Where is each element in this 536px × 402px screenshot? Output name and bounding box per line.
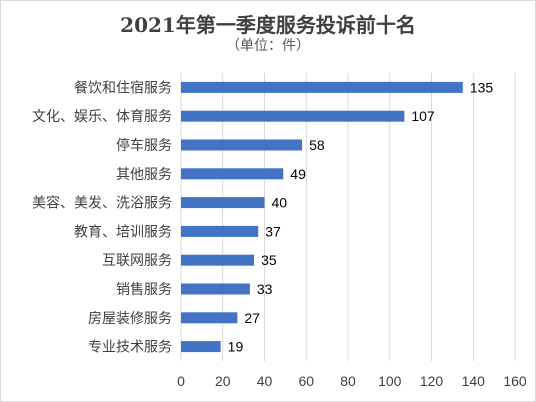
category-label-1: 文化、娱乐、体育服务: [32, 109, 172, 125]
category-label-6: 互联网服务: [102, 253, 172, 269]
data-label-6: 35: [261, 252, 277, 268]
data-label-9: 19: [228, 339, 244, 355]
data-label-7: 33: [257, 281, 273, 297]
x-tick-label-1: 20: [215, 373, 231, 389]
chart-subtitle: （单位：件）: [226, 38, 310, 54]
x-tick-label-3: 60: [298, 373, 314, 389]
category-label-7: 销售服务: [116, 282, 172, 298]
category-label-4: 美容、美发、洗浴服务: [32, 195, 172, 212]
bar-0: [181, 81, 463, 93]
category-label-0: 餐饮和住宿服务: [74, 79, 172, 96]
x-tick-label-0: 0: [177, 373, 185, 389]
data-label-2: 58: [309, 137, 325, 153]
bar-3: [181, 168, 284, 180]
data-label-0: 135: [470, 79, 494, 95]
category-label-9: 专业技术服务: [88, 340, 172, 356]
bar-7: [181, 283, 250, 295]
category-label-2: 停车服务: [116, 137, 172, 154]
data-label-4: 40: [272, 195, 288, 211]
bar-1: [181, 110, 405, 122]
bar-6: [181, 254, 255, 266]
data-label-8: 27: [244, 310, 260, 326]
x-tick-label-7: 140: [462, 373, 486, 389]
data-label-1: 107: [411, 108, 435, 124]
data-label-3: 49: [290, 166, 306, 182]
x-tick-label-8: 160: [503, 373, 527, 389]
bar-4: [181, 197, 265, 209]
bar-5: [181, 225, 259, 237]
chart-title: 2021年第一季度服务投诉前十名: [120, 13, 416, 37]
x-tick-label-2: 40: [257, 373, 273, 389]
category-label-3: 其他服务: [116, 167, 172, 183]
category-label-5: 教育、培训服务: [74, 224, 172, 240]
x-tick-label-6: 120: [420, 373, 444, 389]
data-label-5: 37: [265, 223, 281, 239]
category-label-8: 房屋装修服务: [88, 311, 172, 327]
bar-9: [181, 341, 221, 353]
bar-2: [181, 139, 303, 151]
x-tick-label-4: 80: [340, 373, 356, 389]
bar-8: [181, 312, 238, 324]
x-tick-label-5: 100: [378, 373, 402, 389]
